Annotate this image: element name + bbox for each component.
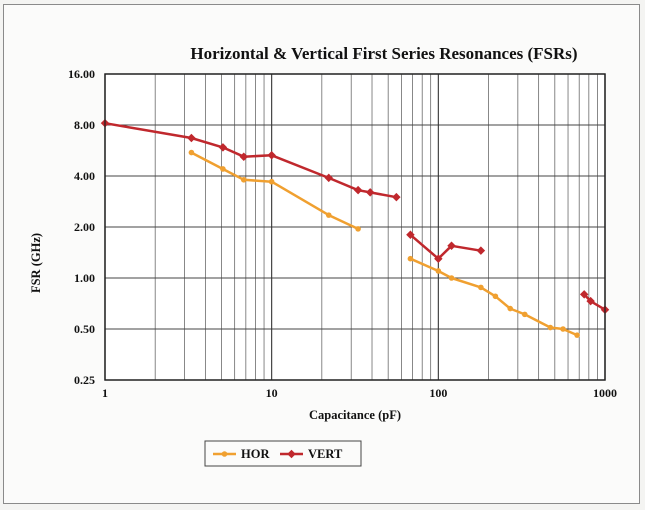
data-point <box>324 173 333 183</box>
y-tick-label: 1.00 <box>74 271 95 285</box>
data-point <box>478 284 484 291</box>
y-tick-label: 0.50 <box>74 322 95 336</box>
legend: HOR VERT <box>204 440 362 467</box>
y-tick-label: 0.25 <box>74 373 95 387</box>
legend-label-vert: VERT <box>308 447 343 461</box>
data-point <box>586 296 595 306</box>
data-point <box>521 311 528 318</box>
data-point <box>240 176 247 183</box>
data-point <box>220 166 226 172</box>
data-point <box>407 255 414 262</box>
legend-label-hor: HOR <box>241 447 270 461</box>
data-point <box>218 143 228 152</box>
data-point <box>547 324 554 331</box>
y-tick-label: 16.00 <box>68 67 95 81</box>
data-point <box>507 305 514 312</box>
data-point <box>325 212 332 218</box>
series-hor <box>188 149 580 338</box>
data-point <box>365 188 375 197</box>
x-tick-label: 1 <box>102 386 108 400</box>
data-point <box>187 133 196 143</box>
chart-title: Horizontal & Vertical First Series Reson… <box>190 44 577 63</box>
series-vert <box>100 118 610 314</box>
data-point <box>435 268 442 274</box>
legend-marker-vert <box>287 449 296 459</box>
x-tick-label: 1000 <box>593 386 617 400</box>
data-point <box>188 149 195 156</box>
data-point <box>353 185 363 195</box>
y-axis-title: FSR (GHz) <box>29 233 43 293</box>
plot-border <box>104 73 606 381</box>
data-point <box>392 192 401 202</box>
x-axis-title: Capacitance (pF) <box>309 408 401 422</box>
data-point <box>239 152 248 161</box>
x-tick-label: 10 <box>266 386 278 400</box>
y-tick-label: 2.00 <box>74 220 95 234</box>
data-point <box>492 293 499 300</box>
data-point <box>448 275 455 281</box>
series-layer <box>100 118 610 338</box>
data-point <box>476 246 486 255</box>
series-line <box>409 257 578 337</box>
data-point <box>447 241 456 250</box>
series-line <box>190 151 359 231</box>
data-point <box>579 290 589 299</box>
data-point <box>268 178 275 185</box>
y-axis: 0.25 0.50 1.00 2.00 4.00 8.00 16.00 <box>68 67 95 387</box>
series-line <box>409 233 482 260</box>
data-point <box>355 226 361 232</box>
data-point <box>406 230 415 239</box>
y-tick-label: 8.00 <box>74 118 95 132</box>
x-tick-label: 100 <box>429 386 447 400</box>
legend-marker-hor <box>221 451 228 457</box>
y-tick-label: 4.00 <box>74 169 95 183</box>
data-point <box>560 326 566 332</box>
data-point <box>267 151 276 160</box>
data-point <box>574 332 580 338</box>
data-point <box>434 254 443 263</box>
